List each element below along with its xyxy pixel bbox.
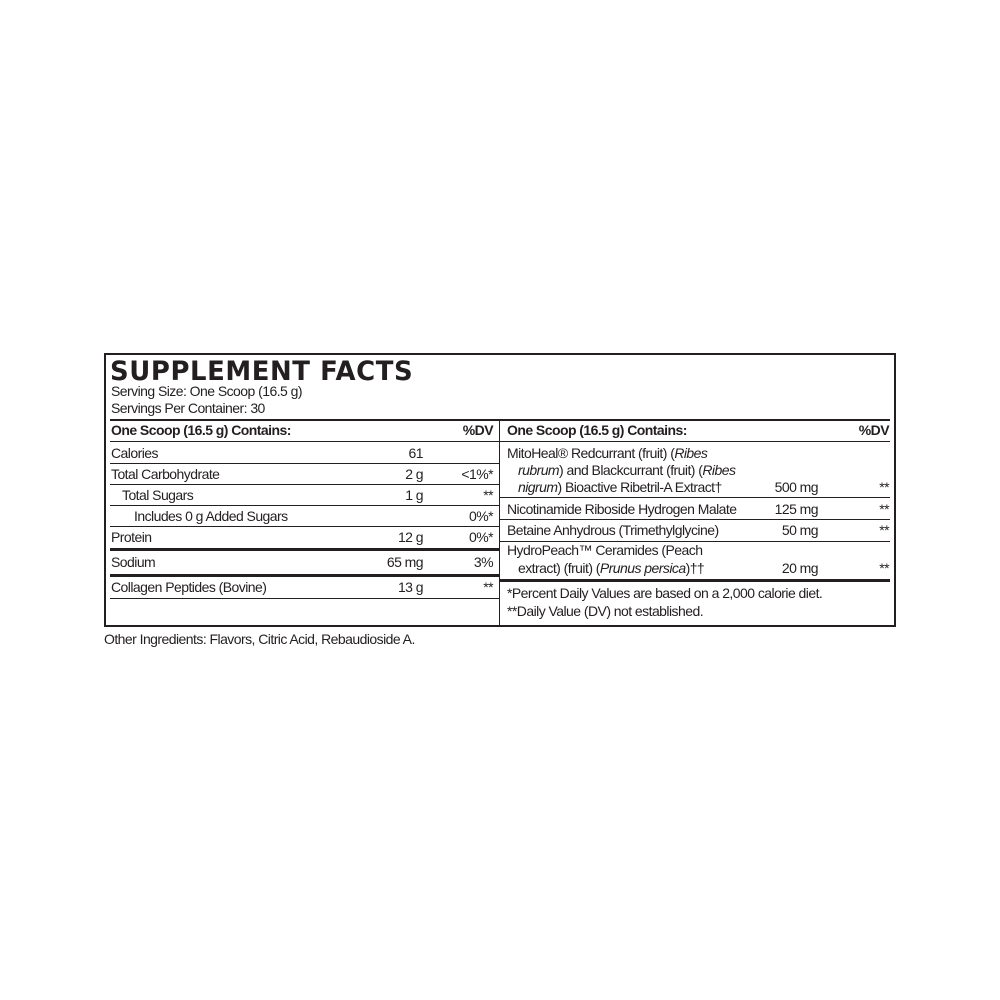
latin-name: Prunus persica: [599, 560, 686, 576]
text: MitoHeal® Redcurrant (fruit) (: [507, 445, 675, 461]
text: )††: [685, 560, 705, 576]
divider: [110, 484, 499, 485]
row-sugars-name: Total Sugars: [122, 487, 194, 503]
row-sodium-amount: 65 mg: [386, 554, 424, 570]
thick-divider: [500, 579, 890, 582]
row-protein-amount: 12 g: [397, 529, 424, 545]
row-calories-amount: 61: [408, 445, 424, 461]
text: ) Bioactive Ribetril-A Extract†: [557, 479, 723, 495]
footnote-percent-dv: *Percent Daily Values are based on a 2,0…: [507, 585, 823, 601]
row-protein-dv: 0%*: [468, 529, 494, 545]
row-collagen-name: Collagen Peptides (Bovine): [111, 579, 267, 595]
row-nicotinamide-amount: 125 mg: [774, 501, 819, 517]
row-added-sugars-name: Includes 0 g Added Sugars: [134, 508, 288, 524]
divider: [500, 441, 890, 442]
panel-title: SUPPLEMENT FACTS: [110, 356, 414, 387]
row-carb-amount: 2 g: [405, 466, 423, 482]
divider: [110, 441, 499, 442]
latin-name: rubrum: [518, 462, 560, 478]
facts-panel-border: [104, 353, 896, 627]
row-calories-name: Calories: [111, 445, 159, 461]
row-mitoheal-line3: nigrum) Bioactive Ribetril-A Extract†: [518, 479, 722, 495]
row-mitoheal-amount: 500 mg: [774, 479, 819, 495]
row-sugars-dv: **: [483, 487, 493, 503]
row-mitoheal-line1: MitoHeal® Redcurrant (fruit) (Ribes: [507, 445, 708, 461]
row-hydropeach-dv: **: [879, 560, 889, 576]
right-dv-header: %DV: [858, 422, 890, 438]
row-nicotinamide-name: Nicotinamide Riboside Hydrogen Malate: [507, 501, 737, 517]
left-dv-header: %DV: [462, 422, 494, 438]
row-betaine-name: Betaine Anhydrous (Trimethylglycine): [507, 522, 719, 538]
column-divider: [499, 420, 500, 625]
row-mitoheal-line2: rubrum) and Blackcurrant (fruit) (Ribes: [518, 462, 736, 478]
row-carb-dv: <1%*: [461, 466, 493, 482]
divider: [110, 598, 499, 599]
header-rule: [110, 419, 890, 421]
serving-size: Serving Size: One Scoop (16.5 g): [111, 383, 303, 399]
servings-per-container: Servings Per Container: 30: [111, 400, 265, 416]
thick-divider: [110, 574, 499, 577]
divider: [500, 497, 890, 498]
left-header: One Scoop (16.5 g) Contains:: [111, 422, 291, 438]
latin-name: Ribes: [674, 445, 708, 461]
other-ingredients: Other Ingredients: Flavors, Citric Acid,…: [104, 631, 415, 647]
row-collagen-dv: **: [483, 579, 493, 595]
row-added-sugars-dv: 0%*: [468, 508, 494, 524]
right-header: One Scoop (16.5 g) Contains:: [507, 422, 687, 438]
latin-name: Ribes: [702, 462, 736, 478]
latin-name: nigrum: [518, 479, 558, 495]
text: extract) (fruit) (: [518, 560, 600, 576]
row-protein-name: Protein: [111, 529, 152, 545]
text: ) and Blackcurrant (fruit) (: [559, 462, 703, 478]
row-mitoheal-dv: **: [879, 479, 889, 495]
row-hydropeach-line1: HydroPeach™ Ceramides (Peach: [507, 542, 703, 558]
row-betaine-dv: **: [879, 522, 889, 538]
footnote-dv-not-established: **Daily Value (DV) not established.: [507, 603, 704, 619]
divider: [110, 526, 499, 527]
row-nicotinamide-dv: **: [879, 501, 889, 517]
divider: [110, 505, 499, 506]
row-hydropeach-line2: extract) (fruit) (Prunus persica)††: [518, 560, 705, 576]
row-carb-name: Total Carbohydrate: [111, 466, 220, 482]
divider: [110, 463, 499, 464]
row-collagen-amount: 13 g: [397, 579, 424, 595]
divider: [500, 519, 890, 520]
row-hydropeach-amount: 20 mg: [781, 560, 819, 576]
thick-divider: [110, 548, 499, 551]
row-sodium-name: Sodium: [111, 554, 156, 570]
row-betaine-amount: 50 mg: [781, 522, 819, 538]
row-sugars-amount: 1 g: [405, 487, 423, 503]
divider: [500, 541, 890, 542]
row-sodium-dv: 3%: [473, 554, 494, 570]
